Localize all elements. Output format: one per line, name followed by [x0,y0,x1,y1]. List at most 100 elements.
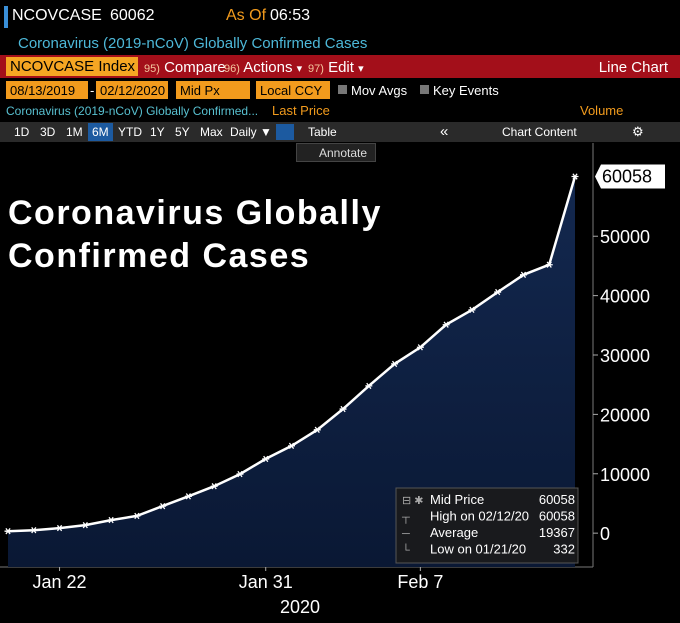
currency-select[interactable]: Local CCY [256,81,330,99]
point-marker [133,512,141,520]
date-dash: - [90,83,95,98]
period-button[interactable]: 1M [66,125,83,139]
point-marker [56,524,64,532]
y-tick-label: 20000 [600,405,650,425]
table-button[interactable]: Table [308,125,337,139]
period-button[interactable]: YTD [118,125,142,139]
y-tick-label: 0 [600,524,610,544]
legend-icon: ─ [401,528,410,540]
action-label: Edit [328,59,354,76]
point-marker [236,470,244,478]
chart-title: Coronavirus Globally [8,194,382,232]
volume-label: Volume [580,103,624,118]
action-button[interactable]: 95) Compare [144,60,226,75]
frequency[interactable]: Daily ▼ [230,125,272,139]
x-year-label: 2020 [280,597,320,617]
settings-bar: 08/13/2019 - 02/12/2020 Mid Px Local CCY… [0,80,680,100]
period-button[interactable]: 6M [88,123,113,141]
period-button[interactable]: 3D [40,125,56,139]
point-marker [545,261,553,268]
toolbar: NCOVCASE Index 95) Compare 96) Actions ▾… [0,55,680,78]
last-value-label: 60058 [602,167,652,187]
point-marker [262,455,270,463]
period-button[interactable]: 1Y [150,125,165,139]
checkbox[interactable] [338,85,347,94]
last-value: 60062 [110,7,155,24]
legend-box [395,487,579,564]
point-marker [107,516,115,524]
action-key: 95) [144,63,160,75]
annotate-button[interactable]: Annotate [296,143,376,162]
action-label: Compare [164,59,226,76]
point-marker [313,426,321,434]
period-button[interactable]: 1D [14,125,30,139]
legend-value: 19367 [539,525,575,540]
marker [4,6,8,28]
start-date[interactable]: 08/13/2019 [6,81,88,99]
legend-value: 60058 [539,509,575,524]
annotate-label: Annotate [319,146,368,160]
point-marker [210,483,218,490]
end-date[interactable]: 02/12/2020 [96,81,168,99]
legend-icon: ┬ [401,512,410,525]
period-button[interactable]: 5Y [175,125,190,139]
action-label: Actions [243,59,293,76]
chart-icon[interactable] [276,124,294,140]
ticker[interactable]: NCOVCASE [12,7,102,24]
view-label[interactable]: Line Chart [598,59,668,76]
checkbox[interactable] [420,85,429,94]
y-tick-label: 40000 [600,287,650,307]
point-marker [494,288,502,296]
legend-value: 60058 [539,492,575,507]
point-marker [4,527,12,535]
point-marker [571,173,579,180]
as-of-label: As Of [226,7,267,24]
mov-avgs[interactable]: Mov Avgs [351,83,408,98]
y-tick-label: 50000 [600,227,650,247]
legend-icon: └ [402,543,410,557]
chart-title: Confirmed Cases [8,237,310,275]
area [8,176,575,567]
x-tick-label: Feb 7 [397,572,443,592]
settings-icon[interactable]: ⚙ [632,124,644,139]
point-marker [184,493,192,500]
legend-label: Average [430,525,478,540]
point-marker [519,271,527,279]
point-marker [365,382,373,390]
point-marker [30,526,38,534]
x-tick-label: Jan 31 [239,572,293,592]
legend-icon: ⊟ ✱ [402,495,424,507]
x-tick-label: Jan 22 [33,572,87,592]
field-label: Last Price [272,103,330,118]
point-marker [468,306,476,314]
collapse[interactable]: « [440,123,449,140]
point-marker [159,502,167,510]
action-key: 96) [224,63,240,75]
time: 06:53 [270,7,311,24]
period-button[interactable]: Max [200,125,223,139]
series-name: Coronavirus (2019-nCoV) Globally Confirm… [6,104,259,118]
y-tick-label: 10000 [600,465,650,485]
point-marker [442,321,450,328]
legend-label: High on 02/12/20 [430,509,529,524]
point-marker [339,405,347,413]
menu-arrow: ▾ [358,63,364,75]
legend-label: Mid Price [430,492,484,507]
period-bar: Daily ▼ Table « Chart Content ⚙ 1D 3D 1M 6M… [0,122,680,142]
action-key: 97) [308,63,324,75]
key-events[interactable]: Key Events [433,83,499,98]
description: Coronavirus (2019-nCoV) Globally Confirm… [18,35,368,52]
chart-content[interactable]: Chart Content [502,125,577,139]
menu-arrow: ▾ [296,63,303,75]
action-button[interactable]: 97) Edit ▾ [308,60,364,75]
point-marker [391,360,399,368]
point-marker [81,521,89,529]
action-button[interactable]: 96) Actions ▾ [224,60,302,75]
security-input[interactable]: NCOVCASE Index [6,57,138,76]
header-bar: NCOVCASE 60062 As Of 06:53 [0,0,680,30]
y-tick-label: 30000 [600,346,650,366]
price-select[interactable]: Mid Px [176,81,250,99]
last-value-tag [595,164,665,189]
legend-label: Low on 01/21/20 [430,542,526,557]
